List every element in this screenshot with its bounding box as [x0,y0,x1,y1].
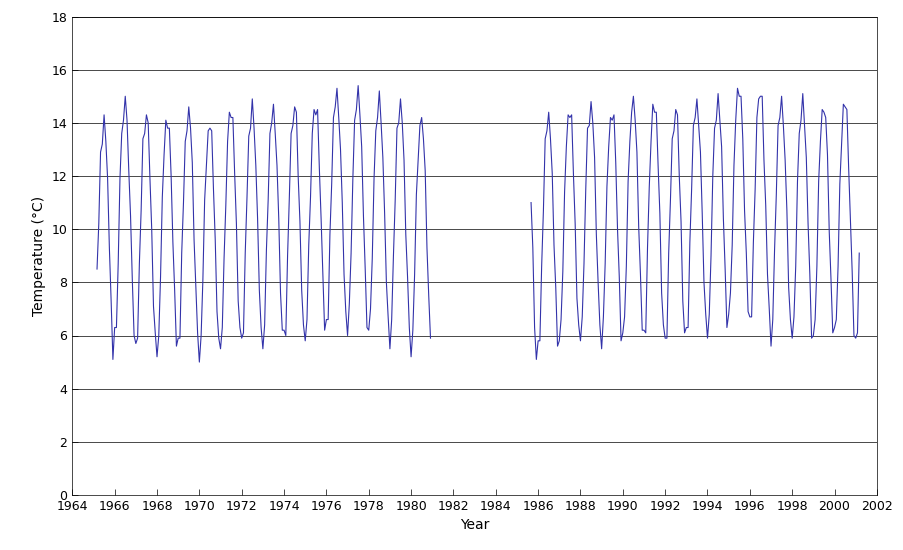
X-axis label: Year: Year [460,519,489,532]
Y-axis label: Temperature (°C): Temperature (°C) [32,196,46,316]
